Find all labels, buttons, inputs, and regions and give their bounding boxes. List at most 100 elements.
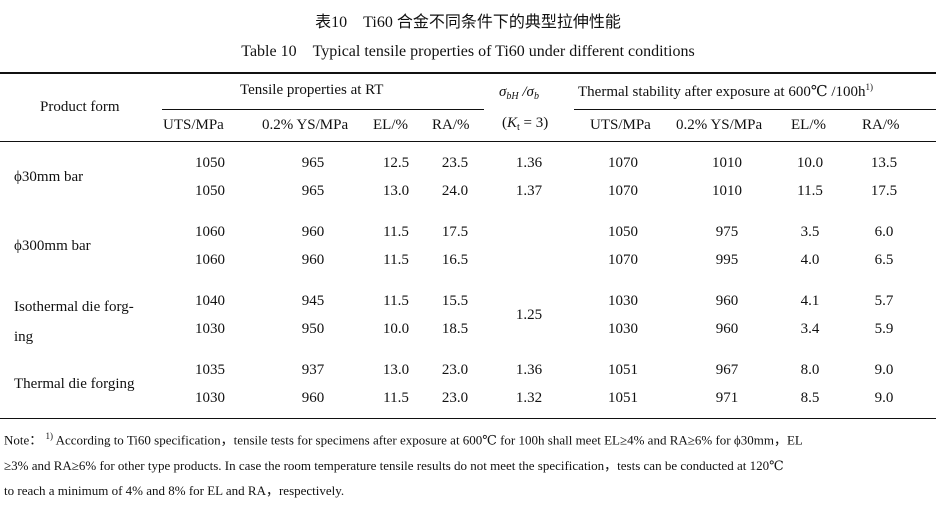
header-tensile-rt: Tensile properties at RT	[240, 82, 384, 98]
cell-ra: 23.0	[441, 390, 469, 406]
bottom-rule	[0, 418, 936, 419]
cell-ratio: 1.36	[515, 362, 543, 378]
cell-thermal-uts: 1051	[608, 362, 638, 378]
cell-ys: 965	[301, 183, 325, 199]
tensile-rt-underline	[162, 109, 484, 110]
cell-uts: 1030	[195, 390, 225, 406]
cell-el: 11.5	[383, 293, 409, 309]
cell-thermal-ys: 960	[715, 321, 739, 337]
cell-ys: 960	[301, 390, 325, 406]
header-bottom-rule	[0, 141, 936, 142]
cell-el: 13.0	[382, 362, 410, 378]
cell-thermal-uts: 1070	[608, 155, 638, 171]
cell-thermal-el: 10.0	[796, 155, 824, 171]
cell-ra: 24.0	[441, 183, 469, 199]
cell-thermal-ys: 1010	[712, 183, 742, 199]
table-title-english: Table 10 Typical tensile properties of T…	[241, 43, 695, 60]
cell-thermal-ys: 1010	[712, 155, 742, 171]
cell-thermal-ra: 13.5	[870, 155, 898, 171]
cell-thermal-el: 8.5	[800, 390, 820, 406]
product-form-label: Thermal die forging	[14, 376, 135, 392]
note-line-2: ≥3% and RA≥6% for other type products. I…	[4, 457, 784, 473]
header-col-thermal-el: EL/%	[791, 117, 826, 133]
cell-ra: 23.5	[441, 155, 469, 171]
cell-ra: 17.5	[441, 224, 469, 240]
cell-ys: 965	[301, 155, 325, 171]
thermal-underline	[574, 109, 936, 110]
cell-uts: 1060	[195, 252, 225, 268]
cell-ratio: 1.37	[515, 183, 543, 199]
cell-ys: 937	[301, 362, 325, 378]
cell-ratio-merged: 1.25	[515, 307, 543, 323]
cell-thermal-uts: 1070	[608, 183, 638, 199]
cell-thermal-el: 4.0	[800, 252, 820, 268]
header-col-uts: UTS/MPa	[163, 117, 224, 133]
cell-el: 10.0	[382, 321, 410, 337]
cell-thermal-ys: 967	[715, 362, 739, 378]
cell-thermal-el: 8.0	[800, 362, 820, 378]
product-form-label: ϕ30mm bar	[14, 169, 84, 185]
table-title-chinese: 表10 Ti60 合金不同条件下的典型拉伸性能	[315, 14, 621, 31]
cell-thermal-el: 4.1	[800, 293, 820, 309]
product-form-label-line: ing	[14, 329, 34, 345]
cell-ys: 960	[301, 252, 325, 268]
cell-thermal-uts: 1030	[608, 321, 638, 337]
cell-el: 11.5	[383, 224, 409, 240]
cell-thermal-ra: 6.0	[874, 224, 894, 240]
cell-thermal-ra: 9.0	[874, 390, 894, 406]
header-col-thermal-uts: UTS/MPa	[590, 117, 651, 133]
cell-thermal-uts: 1051	[608, 390, 638, 406]
note-line-1: According to Ti60 specification，tensile …	[55, 432, 803, 448]
cell-ratio: 1.36	[515, 155, 543, 171]
cell-ra: 18.5	[441, 321, 469, 337]
header-thermal-text: Thermal stability after exposure at 600℃…	[578, 84, 866, 100]
cell-thermal-ra: 9.0	[874, 362, 894, 378]
cell-uts: 1060	[195, 224, 225, 240]
cell-thermal-ra: 5.7	[874, 293, 894, 309]
cell-ratio: 1.32	[515, 390, 543, 406]
header-col-ys: 0.2% YS/MPa	[262, 117, 349, 133]
cell-el: 11.5	[383, 390, 409, 406]
cell-thermal-uts: 1050	[608, 224, 638, 240]
cell-thermal-ra: 5.9	[874, 321, 894, 337]
product-form-label: Isothermal die forg-ing	[14, 292, 134, 352]
cell-uts: 1035	[195, 362, 225, 378]
header-product-form: Product form	[40, 99, 120, 115]
top-rule	[0, 72, 936, 74]
header-thermal-stability: Thermal stability after exposure at 600℃…	[578, 82, 873, 101]
cell-ys: 960	[301, 224, 325, 240]
cell-ys: 950	[301, 321, 325, 337]
header-kt-condition: (Kt = 3)	[502, 115, 549, 133]
product-form-label-line: Isothermal die forg-	[14, 299, 134, 315]
cell-ra: 23.0	[441, 362, 469, 378]
header-col-thermal-ys: 0.2% YS/MPa	[676, 117, 763, 133]
cell-thermal-ys: 960	[715, 293, 739, 309]
cell-thermal-uts: 1070	[608, 252, 638, 268]
product-form-label: ϕ300mm bar	[14, 238, 91, 254]
table-note: Note： 1) According to Ti60 specification…	[4, 424, 932, 504]
header-notched-ratio: σbH /σb	[499, 84, 539, 102]
cell-el: 13.0	[382, 183, 410, 199]
cell-thermal-uts: 1030	[608, 293, 638, 309]
cell-ra: 16.5	[441, 252, 469, 268]
cell-thermal-ra: 17.5	[870, 183, 898, 199]
cell-thermal-ys: 975	[715, 224, 739, 240]
cell-thermal-ra: 6.5	[874, 252, 894, 268]
cell-ys: 945	[301, 293, 325, 309]
cell-thermal-ys: 971	[715, 390, 739, 406]
cell-uts: 1030	[195, 321, 225, 337]
cell-uts: 1050	[195, 183, 225, 199]
cell-el: 11.5	[383, 252, 409, 268]
cell-el: 12.5	[382, 155, 410, 171]
cell-uts: 1040	[195, 293, 225, 309]
cell-ra: 15.5	[441, 293, 469, 309]
cell-thermal-el: 11.5	[797, 183, 823, 199]
footnote-marker: 1)	[865, 82, 874, 92]
cell-thermal-el: 3.4	[800, 321, 820, 337]
note-line-3: to reach a minimum of 4% and 8% for EL a…	[4, 483, 345, 499]
cell-uts: 1050	[195, 155, 225, 171]
header-col-el: EL/%	[373, 117, 408, 133]
header-col-ra: RA/%	[432, 117, 470, 133]
note-label: Note：	[4, 432, 43, 448]
header-col-thermal-ra: RA/%	[862, 117, 900, 133]
